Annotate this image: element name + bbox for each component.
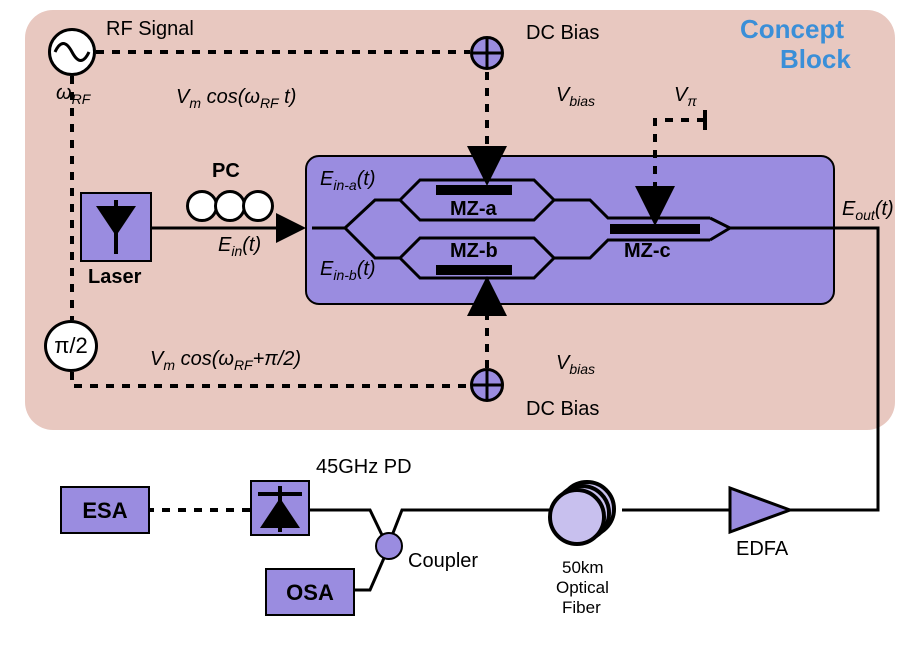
pc-label: PC <box>212 160 240 183</box>
pd-label: 45GHz PD <box>316 456 412 479</box>
concept-title-2: Block <box>780 44 851 75</box>
pd-box <box>250 480 310 536</box>
mz-c-label: MZ-c <box>624 240 671 263</box>
esa-box: ESA <box>60 486 150 534</box>
rf-signal-label: RF Signal <box>106 18 194 41</box>
laser-box <box>80 192 152 262</box>
fiber-label-1: 50km <box>562 558 604 578</box>
dc-bias-top-label: DC Bias <box>526 22 599 45</box>
v-bias-top-label: Vbias <box>556 84 595 109</box>
coupler-label: Coupler <box>408 550 478 573</box>
pi-half-icon: π/2 <box>44 320 98 372</box>
mz-a-electrode <box>436 185 512 195</box>
e-in-a-label: Ein-a(t) <box>320 168 376 193</box>
coupler-icon <box>375 532 403 560</box>
osa-box: OSA <box>265 568 355 616</box>
laser-label: Laser <box>88 266 141 289</box>
pc-coil-3 <box>242 190 274 222</box>
bias-top-icon <box>470 36 504 70</box>
omega-rf-label: ωRF <box>56 82 90 107</box>
fiber-coil-icon <box>548 478 622 552</box>
modulator-block-bg <box>305 155 835 305</box>
fiber-label-2: Optical <box>556 578 609 598</box>
edfa-label: EDFA <box>736 538 788 561</box>
esa-label: ESA <box>62 488 148 524</box>
mz-b-label: MZ-b <box>450 240 498 263</box>
osa-label: OSA <box>267 570 353 606</box>
dc-bias-bot-label: DC Bias <box>526 398 599 421</box>
v-bias-bot-label: Vbias <box>556 352 595 377</box>
diagram-canvas: π/2 <box>0 0 923 660</box>
fiber-label-3: Fiber <box>562 598 601 618</box>
e-out-label: Eout(t) <box>842 198 894 223</box>
v-pi-label: Vπ <box>674 84 697 109</box>
vm-cos-top-label: Vm cos(ωRF t) <box>176 86 296 111</box>
e-in-label: Ein(t) <box>218 234 261 259</box>
mz-c-electrode <box>610 224 700 234</box>
rf-source-icon <box>48 28 96 76</box>
concept-title-1: Concept <box>740 14 844 45</box>
vm-cos-bot-label: Vm cos(ωRF+π/2) <box>150 348 301 373</box>
bias-bot-icon <box>470 368 504 402</box>
mz-b-electrode <box>436 265 512 275</box>
mz-a-label: MZ-a <box>450 198 497 221</box>
e-in-b-label: Ein-b(t) <box>320 258 376 283</box>
pi-half-label: π/2 <box>54 333 88 359</box>
